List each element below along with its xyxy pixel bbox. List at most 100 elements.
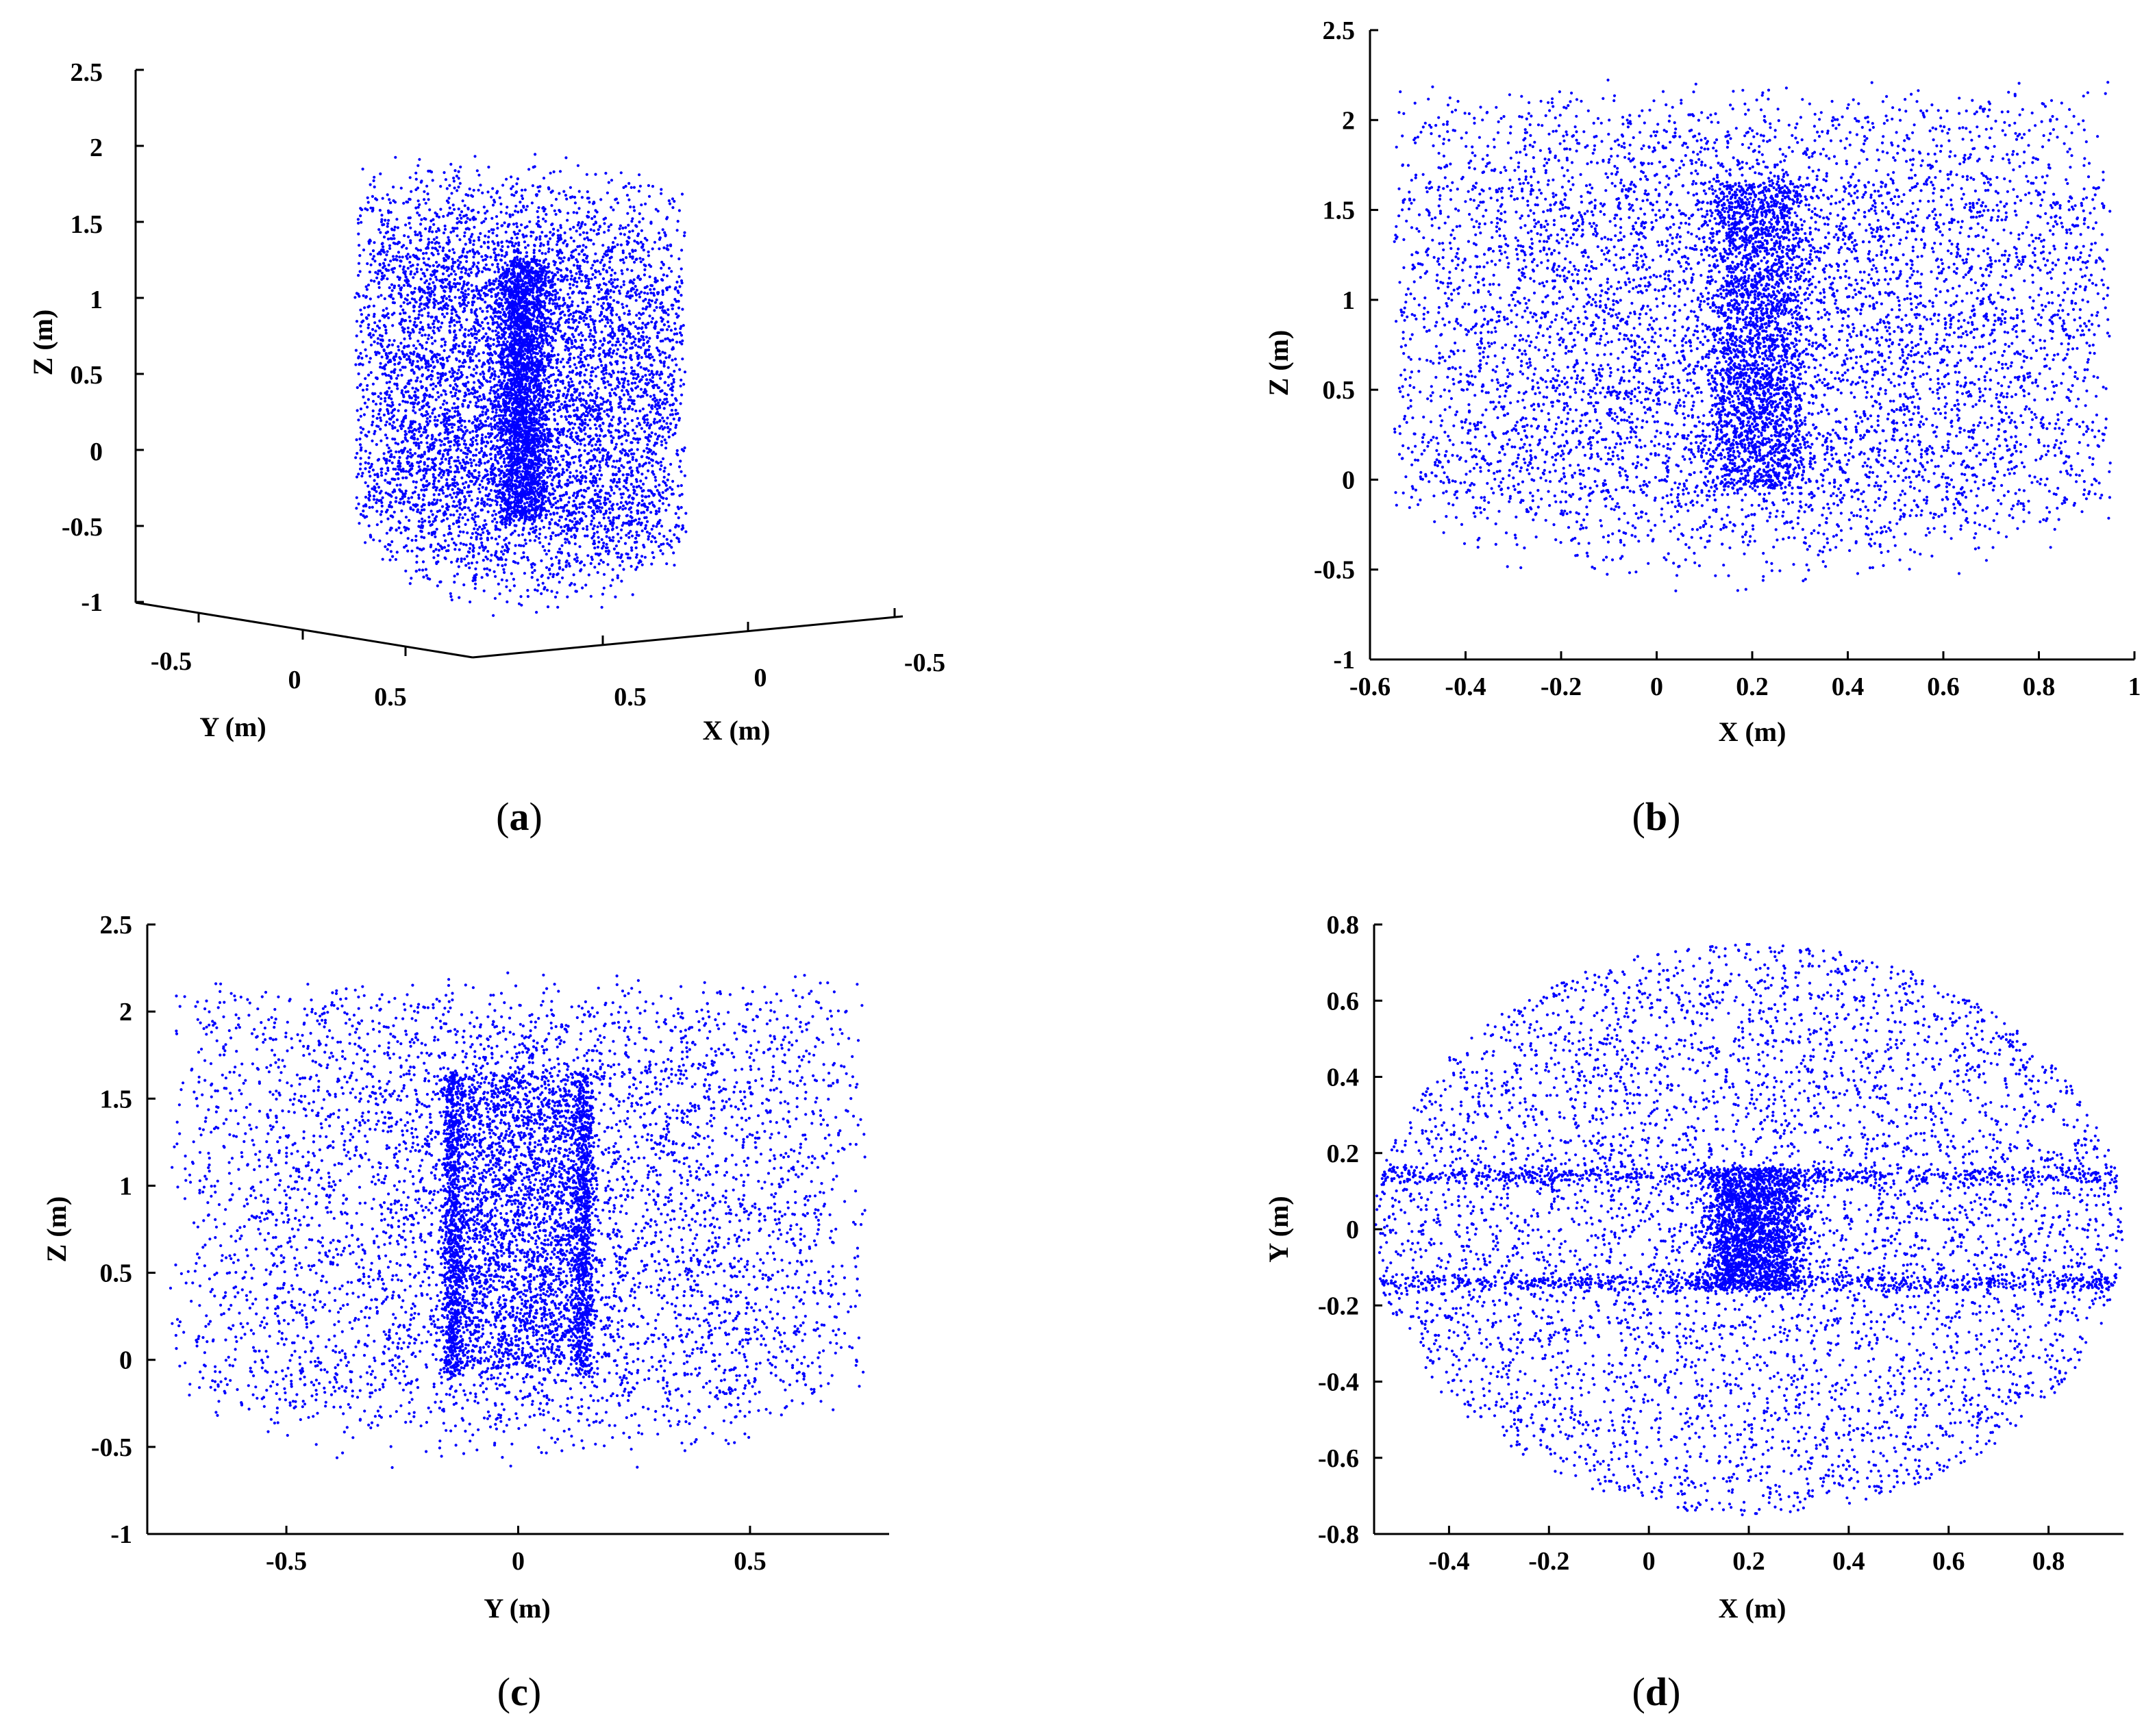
panel-a-point (632, 492, 636, 495)
panel-a-point (577, 510, 581, 514)
panel-a-point (596, 484, 599, 488)
panel-a-point (667, 266, 671, 270)
panel-a-point (542, 525, 546, 529)
panel-a-point (537, 190, 541, 193)
panel-a-point (443, 407, 447, 412)
panel-a-point (510, 533, 513, 536)
panel-a-point (538, 541, 542, 544)
panel-a-point (547, 262, 551, 266)
panel-a-point (473, 576, 477, 579)
panel-a-point (362, 427, 365, 431)
panel-a-point (420, 488, 423, 492)
panel-a-point (397, 345, 400, 349)
panel-a-point (586, 554, 590, 557)
panel-a-point (404, 476, 408, 479)
panel-a-point (479, 373, 482, 376)
panel-a-point (605, 458, 608, 462)
panel-a-point (533, 539, 537, 542)
panel-a-point (434, 438, 438, 442)
panel-a-point (619, 405, 623, 408)
panel-a-point (495, 414, 498, 418)
panel-a-point (635, 530, 638, 534)
panel-a-point (393, 284, 397, 288)
panel-a-point (356, 386, 359, 390)
panel-a-point (469, 356, 472, 360)
panel-a-point (596, 530, 599, 534)
panel-a-point (603, 376, 606, 380)
panel-a-point (466, 227, 470, 230)
panel-a-point (508, 589, 512, 592)
panel-a-point (419, 511, 422, 514)
panel-a-point (503, 570, 506, 575)
panel-a-point (564, 194, 568, 197)
panel-a-point (596, 570, 599, 575)
panel-a-point (569, 519, 572, 523)
panel-a-point (453, 575, 456, 578)
panel-a-point (401, 255, 404, 259)
panel-a-point (552, 232, 556, 236)
panel-a-point (584, 475, 587, 478)
panel-a-point (495, 215, 499, 218)
panel-a-point (437, 395, 440, 399)
panel-a-point (512, 559, 515, 564)
panel-a-point (488, 268, 491, 271)
panel-a-point (425, 479, 429, 483)
panel-a-point (428, 208, 432, 212)
panel-a-point (456, 440, 460, 443)
panel-a-point (500, 249, 503, 253)
panel-a-point (458, 548, 461, 551)
panel-a-point (648, 314, 651, 318)
panel-a-point (671, 347, 675, 351)
panel-a-point (486, 494, 490, 498)
panel-a-point (558, 581, 561, 584)
panel-a-point (565, 418, 569, 421)
panel-a-point (460, 210, 464, 214)
panel-a-point (414, 171, 418, 175)
panel-a-point (619, 401, 622, 405)
panel-a-point (572, 211, 575, 214)
panel-a-point (450, 426, 454, 429)
panel-a-point (450, 598, 453, 602)
panel-a-point (571, 427, 575, 430)
panel-a-point (616, 532, 620, 536)
panel-a-point (440, 265, 444, 268)
panel-a-point (565, 318, 569, 323)
panel-a-point (379, 470, 384, 475)
panel-a-point (495, 253, 498, 257)
panel-a-point (661, 351, 664, 354)
panel-a-point (443, 224, 447, 228)
panel-a-point (477, 552, 481, 555)
panel-a-point (501, 521, 504, 525)
panel-a-point (569, 377, 573, 381)
panel-a-point (455, 314, 458, 317)
panel-a-point (637, 331, 640, 335)
panel-a-point (443, 171, 446, 175)
panel-a-point (620, 370, 623, 374)
panel-a-point (384, 397, 387, 400)
panel-a-point (629, 323, 632, 326)
panel-a-point (640, 229, 644, 232)
panel-a-point (399, 501, 402, 505)
panel-a-point (401, 476, 405, 480)
panel-a-point (607, 492, 610, 495)
panel-a-point (556, 460, 560, 464)
panel-a-point (486, 538, 490, 542)
panel-a-point (599, 473, 603, 477)
panel-a-point (660, 443, 664, 446)
panel-a-point (410, 577, 413, 580)
panel-a-point (601, 592, 605, 596)
panel-a-point (658, 406, 662, 410)
panel-a-point (636, 441, 640, 444)
panel-a-point (620, 496, 623, 499)
panel-a-point (655, 305, 658, 309)
panel-a-point (429, 524, 432, 527)
panel-a-point (388, 198, 391, 201)
panel-a-point (612, 516, 616, 520)
panel-a-point (588, 305, 592, 309)
panel-a-point (566, 304, 569, 307)
panel-a-point (367, 470, 371, 474)
panel-a-point (549, 557, 553, 560)
panel-a-point (627, 449, 632, 453)
panel-a-point (464, 498, 467, 501)
panel-a-point (460, 557, 463, 561)
